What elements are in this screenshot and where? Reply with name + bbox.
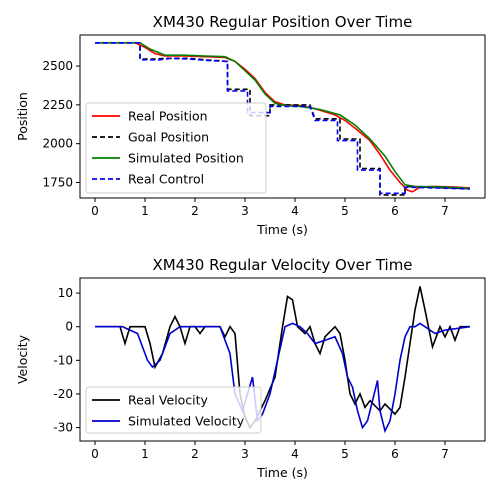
x-tick-label: 7: [441, 204, 449, 218]
x-tick-label: 2: [191, 447, 199, 461]
legend-label-3: Real Control: [128, 172, 204, 187]
chart-title: XM430 Regular Velocity Over Time: [152, 256, 412, 274]
legend-label-1: Simulated Velocity: [128, 414, 245, 429]
y-tick-label: 10: [58, 286, 73, 300]
x-tick-label: 5: [341, 204, 349, 218]
x-tick-label: 6: [391, 204, 399, 218]
legend: Real Position Goal Position Simulated Posi…: [85, 102, 267, 194]
velocity-chart: XM430 Regular Velocity Over Time 0 1 2 3 4 5 6 7…: [15, 256, 486, 480]
y-tick-label: 1750: [42, 175, 73, 189]
y-tick-label: 2250: [42, 98, 73, 112]
x-tick-label: 0: [91, 447, 99, 461]
chart-title: XM430 Regular Position Over Time: [153, 13, 413, 31]
y-tick-label: -20: [53, 387, 73, 401]
legend-label-0: Real Velocity: [128, 393, 209, 408]
legend-box: [85, 102, 267, 194]
legend: Real Velocity Simulated Velocity: [85, 386, 262, 434]
y-tick-label: 2000: [42, 137, 73, 151]
plot-frame: [79, 34, 486, 199]
y-tick-label: 0: [65, 320, 73, 334]
x-tick-label: 6: [391, 447, 399, 461]
x-tick-label: 5: [341, 447, 349, 461]
series-line-2: [95, 42, 471, 190]
legend-label-1: Goal Position: [128, 130, 209, 145]
series-line-1: [95, 42, 471, 196]
x-tick-label: 7: [441, 447, 449, 461]
x-tick-label: 4: [291, 447, 299, 461]
x-tick-label: 3: [241, 204, 249, 218]
x-tick-label: 3: [241, 447, 249, 461]
legend-label-0: Real Position: [128, 109, 208, 124]
x-tick-label: 1: [141, 447, 149, 461]
y-tick-label: 2500: [42, 59, 73, 73]
y-tick-label: -10: [53, 353, 73, 367]
plot-frame: [79, 277, 486, 442]
y-axis-label: Position: [15, 92, 30, 141]
y-tick-label: -30: [53, 421, 73, 435]
x-axis-label: Time (s): [256, 465, 308, 480]
series-line-1: [95, 322, 471, 434]
x-tick-label: 0: [91, 204, 99, 218]
x-axis-label: Time (s): [256, 222, 308, 237]
x-tick-label: 4: [291, 204, 299, 218]
position-chart: XM430 Regular Position Over Time 0 1 2 3 4 5 6 7…: [15, 13, 486, 237]
x-tick-label: 2: [191, 204, 199, 218]
x-tick-label: 1: [141, 204, 149, 218]
y-axis-label: Velocity: [15, 334, 30, 384]
series-line-0: [95, 286, 470, 430]
series-line-3: [95, 42, 471, 195]
legend-label-2: Simulated Position: [128, 151, 244, 166]
legend-box: [85, 386, 262, 434]
